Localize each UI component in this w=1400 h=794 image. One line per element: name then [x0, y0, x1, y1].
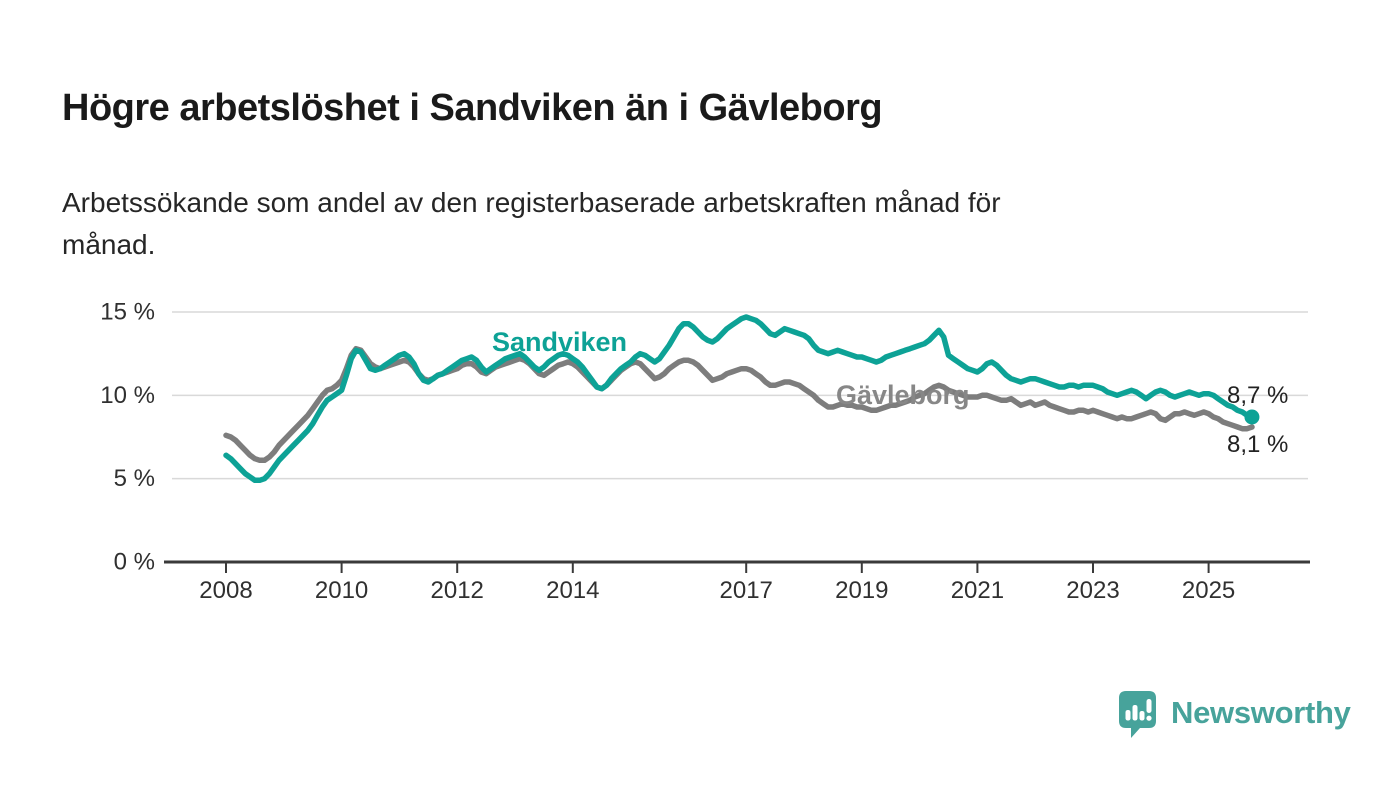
sandviken-end-value-label: 8,7 % [1227, 382, 1288, 409]
chart-subtitle: Arbetssökande som andel av den registerb… [62, 187, 1001, 260]
y-tick-label-5: 5 % [114, 465, 155, 492]
y-tick-label-0: 0 % [114, 549, 155, 576]
sandviken-endpoint-dot [1244, 409, 1260, 425]
unemployment-line-chart: 0 %5 %10 %15 % 2008 2010 2012 2014 2017 2019 2… [100, 298, 1310, 604]
sandviken-line [223, 314, 1255, 484]
x-tick-label-2021: 2021 [951, 577, 1004, 604]
x-tick-label-2010: 2010 [315, 577, 368, 604]
gavleborg-line [223, 345, 1255, 464]
x-tick-label-2019: 2019 [835, 577, 888, 604]
y-axis-labels: 0 % 5 % 10 % 15 % [100, 298, 155, 575]
x-axis-ticks [225, 563, 1210, 573]
x-tick-label-2012: 2012 [431, 577, 484, 604]
x-tick-label-2014: 2014 [546, 577, 599, 604]
sandviken-series-label: Sandviken [492, 327, 627, 357]
page-title: Högre arbetslöshet i Sandviken än i Gävl… [62, 87, 883, 130]
y-tick-label-10: 10 % [100, 382, 155, 409]
newsworthy-logo-icon [1119, 691, 1156, 738]
x-tick-label-2025: 2025 [1182, 577, 1235, 604]
newsworthy-logo: Newsworthy [1118, 690, 1351, 740]
x-tick-label-2023: 2023 [1066, 577, 1119, 604]
x-tick-label-2008: 2008 [199, 577, 252, 604]
x-tick-label-2017: 2017 [720, 577, 773, 604]
y-tick-label-15: 15 % [100, 298, 155, 325]
gavleborg-series-label: Gävleborg [836, 380, 970, 410]
x-axis-labels: 2008 2010 2012 2014 2017 2019 2021 2023 2025 [199, 577, 1235, 604]
gavleborg-end-value-label: 8,1 % [1227, 431, 1288, 458]
newsworthy-logo-text: Newsworthy [1171, 695, 1351, 730]
